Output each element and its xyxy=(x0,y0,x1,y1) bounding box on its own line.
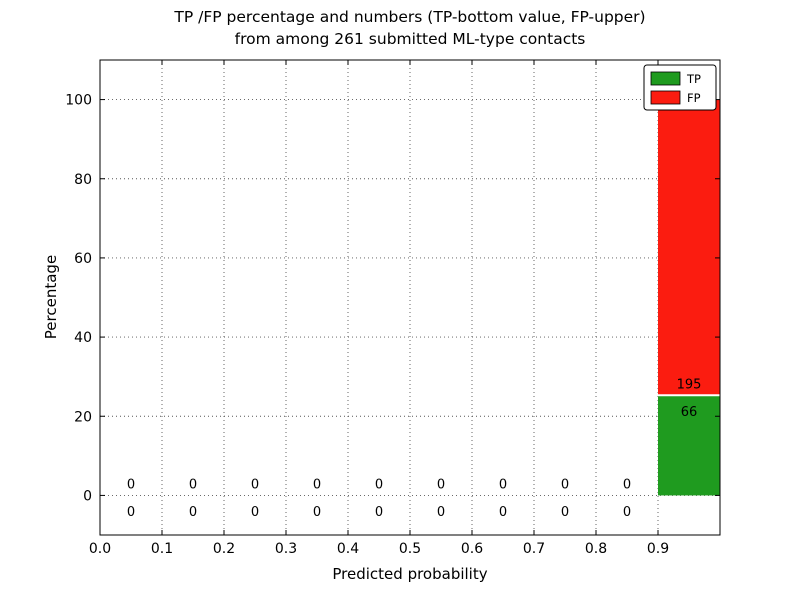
tp-count-label: 0 xyxy=(127,505,135,520)
y-tick-label: 80 xyxy=(74,172,92,188)
x-axis-label: Predicted probability xyxy=(332,565,487,583)
x-tick-label: 0.8 xyxy=(585,541,607,557)
x-tick-label: 0.4 xyxy=(337,541,359,557)
x-tick-label: 0.2 xyxy=(213,541,235,557)
x-tick-label: 0.5 xyxy=(399,541,421,557)
fp-count-label: 0 xyxy=(561,478,569,493)
tp-count-label: 0 xyxy=(375,505,383,520)
tp-count-label: 0 xyxy=(437,505,445,520)
tp-count-label: 0 xyxy=(561,505,569,520)
y-tick-label: 40 xyxy=(74,330,92,346)
tp-count-label: 0 xyxy=(313,505,321,520)
bar-tp-segment xyxy=(658,395,720,496)
tp-count-label: 66 xyxy=(681,405,698,420)
y-tick-label: 100 xyxy=(65,93,92,109)
tp-count-label: 0 xyxy=(499,505,507,520)
tp-count-label: 0 xyxy=(251,505,259,520)
fp-count-label: 0 xyxy=(127,478,135,493)
tp-count-label: 0 xyxy=(189,505,197,520)
chart-title-line2: from among 261 submitted ML-type contact… xyxy=(235,30,586,48)
y-tick-label: 60 xyxy=(74,251,92,267)
tp-count-label: 0 xyxy=(623,505,631,520)
fp-count-label: 0 xyxy=(623,478,631,493)
legend-patch-tp xyxy=(650,71,681,86)
chart-title-line1: TP /FP percentage and numbers (TP-bottom… xyxy=(173,8,645,26)
bar-fp-segment xyxy=(658,99,720,396)
x-tick-label: 0.0 xyxy=(89,541,111,557)
plot-area: 0 0 0 0 0 0 0 0 0 0 0 0 0 0 0 0 0 0 195 66 0.0 0.1 0.2 0.3 0.4 0.… xyxy=(65,59,721,557)
fp-count-label: 0 xyxy=(251,478,259,493)
axes-spine xyxy=(99,59,721,536)
y-tick-label: 20 xyxy=(74,409,92,425)
fp-count-label: 0 xyxy=(189,478,197,493)
y-tick-label: 0 xyxy=(83,488,92,504)
x-tick-label: 0.9 xyxy=(647,541,669,557)
x-tick-label: 0.1 xyxy=(151,541,173,557)
x-tick-label: 0.7 xyxy=(523,541,545,557)
fp-count-label: 0 xyxy=(499,478,507,493)
fp-count-label: 0 xyxy=(313,478,321,493)
x-tick-label: 0.3 xyxy=(275,541,297,557)
fp-count-label: 0 xyxy=(437,478,445,493)
legend-patch-fp xyxy=(650,90,681,105)
y-axis-label: Percentage xyxy=(42,255,60,339)
fp-count-label: 0 xyxy=(375,478,383,493)
x-tick-label: 0.6 xyxy=(461,541,483,557)
fp-count-label: 195 xyxy=(677,378,702,393)
legend-label-fp: FP xyxy=(687,91,701,105)
legend-label-tp: TP xyxy=(686,72,701,86)
